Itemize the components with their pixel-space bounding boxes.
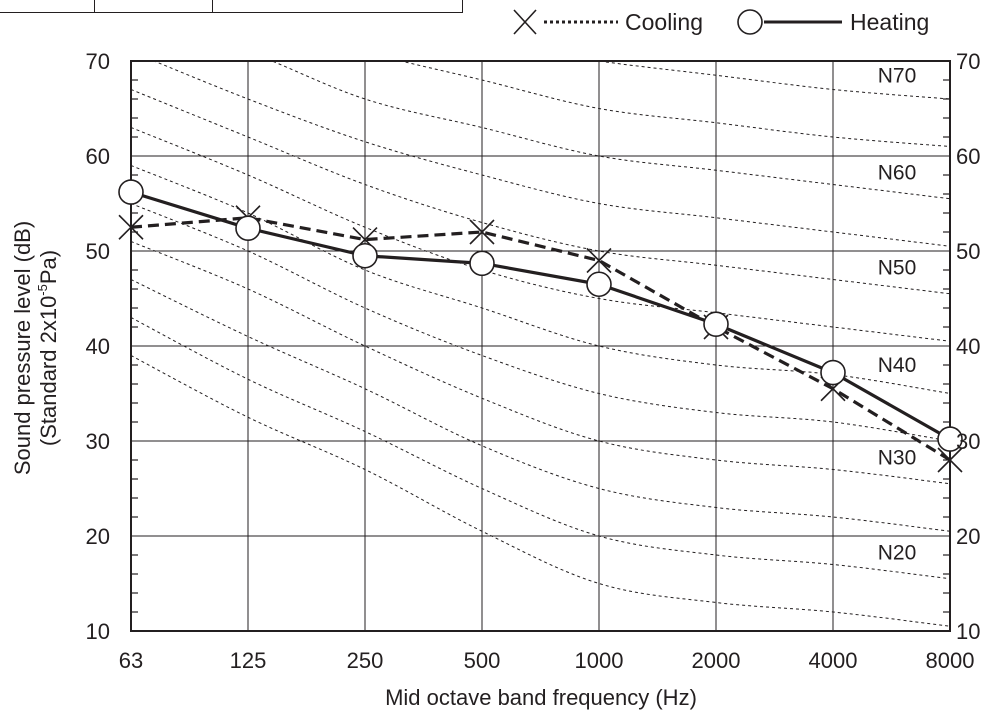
nc-curves <box>131 61 950 627</box>
nc-curve <box>152 61 950 247</box>
y-tick-label-right: 50 <box>956 239 980 264</box>
legend-cooling-marker <box>513 9 537 35</box>
nc-curve <box>131 317 950 580</box>
x-axis-title: Mid octave band frequency (Hz) <box>385 685 697 710</box>
header-table-fragment <box>0 0 463 13</box>
nc-curve <box>399 61 950 147</box>
heating-point <box>586 271 612 298</box>
heating-point <box>118 179 144 205</box>
nc-curve <box>131 355 950 627</box>
cooling-point <box>469 219 495 245</box>
y-tick-label-right: 60 <box>956 144 980 169</box>
y-tick-label-right: 30 <box>956 429 980 454</box>
cooling-point-stroke <box>469 219 495 245</box>
header-table-divider <box>212 0 213 12</box>
y-tick-label-right: 10 <box>956 619 980 644</box>
x-tick-label: 4000 <box>809 648 858 673</box>
y-tick-label-left: 30 <box>86 429 110 454</box>
cooling-point <box>937 447 963 473</box>
grid-lines <box>131 61 950 631</box>
y-tick-label-right: 20 <box>956 524 980 549</box>
plot-border <box>130 60 951 632</box>
x-tick-label: 125 <box>230 648 267 673</box>
legend: Cooling Heating <box>513 9 929 35</box>
nc-label: N20 <box>878 542 917 565</box>
y-tick-label-left: 50 <box>86 239 110 264</box>
x-tick-label: 63 <box>119 648 143 673</box>
header-table-divider <box>94 0 95 12</box>
y-tick-label-left: 20 <box>86 524 110 549</box>
nc-curve <box>131 203 950 442</box>
nc-curve <box>270 61 950 200</box>
cooling-point <box>118 214 144 240</box>
heating-point <box>703 311 729 337</box>
nc-label: N30 <box>878 447 917 470</box>
nc-label: N40 <box>878 354 917 377</box>
nc-curve <box>131 279 950 532</box>
heating-point <box>937 426 963 452</box>
y-axis-title-superscript: -5 <box>35 284 50 296</box>
legend-heating-label: Heating <box>850 9 929 35</box>
legend-cooling-label: Cooling <box>625 9 703 35</box>
legend-heating-marker <box>737 9 763 35</box>
heating-point <box>820 359 846 386</box>
nc-label: N70 <box>878 64 917 87</box>
heating-point <box>235 215 261 241</box>
heating-point <box>469 250 495 277</box>
series-line-cooling <box>130 216 951 462</box>
plot-frame <box>130 60 951 632</box>
y-axis-title-line2: (Standard 2x10-5Pa) <box>35 250 61 446</box>
y-tick-label-left: 40 <box>86 334 110 359</box>
y-tick-label-left: 70 <box>86 49 110 74</box>
cooling-point <box>586 247 612 274</box>
cooling-point-stroke <box>586 247 612 274</box>
y-tick-label-right: 40 <box>956 334 980 359</box>
nc-curve <box>595 61 950 100</box>
nc-curve-labels: N70 N60 N50 N40 N30 N20 <box>878 64 917 564</box>
x-tick-label: 2000 <box>692 648 741 673</box>
x-tick-label: 1000 <box>575 648 624 673</box>
y-axis-title-line2-unit: Pa) <box>36 250 61 284</box>
x-tick-label: 500 <box>464 648 501 673</box>
cooling-point-stroke <box>937 447 963 473</box>
nc-label: N60 <box>878 162 917 185</box>
y-tick-label-right: 70 <box>956 49 980 74</box>
nc-curve <box>131 127 950 342</box>
nc-label: N50 <box>878 257 917 280</box>
cooling-point-stroke <box>118 214 144 240</box>
series-line-heating <box>130 190 951 441</box>
y-axis-title-line1: Sound pressure level (dB) <box>10 221 35 475</box>
y-axis-title-line2-text: (Standard 2x10 <box>36 296 61 446</box>
data-series <box>118 179 963 473</box>
nc-curve <box>131 165 950 394</box>
x-tick-label: 250 <box>347 648 384 673</box>
y-tick-label-left: 10 <box>86 619 110 644</box>
heating-point <box>352 242 378 269</box>
x-tick-label: 8000 <box>926 648 975 673</box>
tick-labels: 63 125 250 500 1000 2000 4000 8000 10 10 20 20 30 30 4… <box>86 49 981 673</box>
y-tick-label-left: 60 <box>86 144 110 169</box>
nc-curve-group <box>131 61 950 627</box>
nc-curve <box>131 89 950 295</box>
